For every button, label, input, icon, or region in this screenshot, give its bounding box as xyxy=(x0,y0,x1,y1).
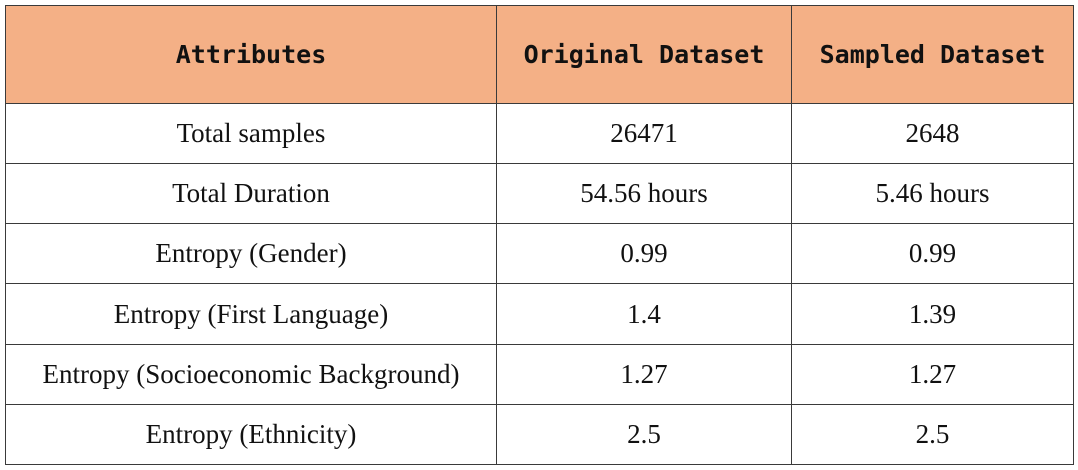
cell-original: 1.27 xyxy=(496,343,792,405)
cell-sampled: 2648 xyxy=(791,102,1074,165)
cell-sampled: 5.46 hours xyxy=(791,163,1074,225)
table-row: Entropy (First Language) 1.4 1.39 xyxy=(5,283,1074,345)
cell-sampled: 2.5 xyxy=(791,403,1074,466)
cell-original: 2.5 xyxy=(496,403,792,466)
table-row: Entropy (Ethnicity) 2.5 2.5 xyxy=(5,403,1074,466)
cell-sampled: 1.27 xyxy=(791,343,1074,405)
table-row: Entropy (Gender) 0.99 0.99 xyxy=(5,223,1074,285)
table-row: Entropy (Socioeconomic Background) 1.27 … xyxy=(5,343,1074,405)
header-sampled-dataset: Sampled Dataset xyxy=(791,5,1074,104)
cell-attribute: Total samples xyxy=(5,102,497,165)
header-attributes: Attributes xyxy=(5,5,497,104)
cell-attribute: Total Duration xyxy=(5,163,497,225)
table-header-row: Attributes Original Dataset Sampled Data… xyxy=(5,5,1074,104)
cell-original: 0.99 xyxy=(496,223,792,285)
cell-original: 54.56 hours xyxy=(496,163,792,225)
cell-sampled: 0.99 xyxy=(791,223,1074,285)
dataset-comparison-table-container: Attributes Original Dataset Sampled Data… xyxy=(5,5,1074,466)
cell-sampled: 1.39 xyxy=(791,283,1074,345)
table-row: Total samples 26471 2648 xyxy=(5,102,1074,165)
cell-attribute: Entropy (First Language) xyxy=(5,283,497,345)
dataset-comparison-table: Attributes Original Dataset Sampled Data… xyxy=(5,5,1074,466)
cell-original: 1.4 xyxy=(496,283,792,345)
cell-original: 26471 xyxy=(496,102,792,165)
header-original-dataset: Original Dataset xyxy=(496,5,792,104)
cell-attribute: Entropy (Ethnicity) xyxy=(5,403,497,466)
cell-attribute: Entropy (Gender) xyxy=(5,223,497,285)
cell-attribute: Entropy (Socioeconomic Background) xyxy=(5,343,497,405)
table-row: Total Duration 54.56 hours 5.46 hours xyxy=(5,163,1074,225)
